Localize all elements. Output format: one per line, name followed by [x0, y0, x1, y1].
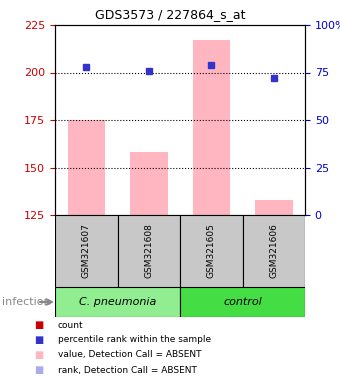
- Text: GSM321606: GSM321606: [269, 223, 278, 278]
- Bar: [180, 287, 305, 317]
- Bar: [68, 120, 105, 215]
- Bar: [242, 215, 305, 287]
- Text: GSM321608: GSM321608: [144, 223, 153, 278]
- Bar: [180, 215, 242, 287]
- Text: C. pneumonia: C. pneumonia: [79, 297, 156, 307]
- Text: percentile rank within the sample: percentile rank within the sample: [58, 336, 211, 344]
- Text: ■: ■: [34, 320, 43, 330]
- Text: rank, Detection Call = ABSENT: rank, Detection Call = ABSENT: [58, 366, 197, 374]
- Bar: [255, 200, 292, 215]
- Text: value, Detection Call = ABSENT: value, Detection Call = ABSENT: [58, 351, 201, 359]
- Text: GDS3573 / 227864_s_at: GDS3573 / 227864_s_at: [95, 8, 245, 21]
- Text: count: count: [58, 321, 83, 329]
- Text: GSM321607: GSM321607: [82, 223, 91, 278]
- Text: ■: ■: [34, 335, 43, 345]
- Text: ■: ■: [34, 350, 43, 360]
- Bar: [55, 215, 118, 287]
- Text: control: control: [223, 297, 262, 307]
- Text: GSM321605: GSM321605: [207, 223, 216, 278]
- Text: ■: ■: [34, 365, 43, 375]
- Bar: [192, 40, 230, 215]
- Bar: [130, 152, 168, 215]
- Text: infection: infection: [2, 297, 50, 307]
- Bar: [118, 215, 180, 287]
- Bar: [55, 287, 180, 317]
